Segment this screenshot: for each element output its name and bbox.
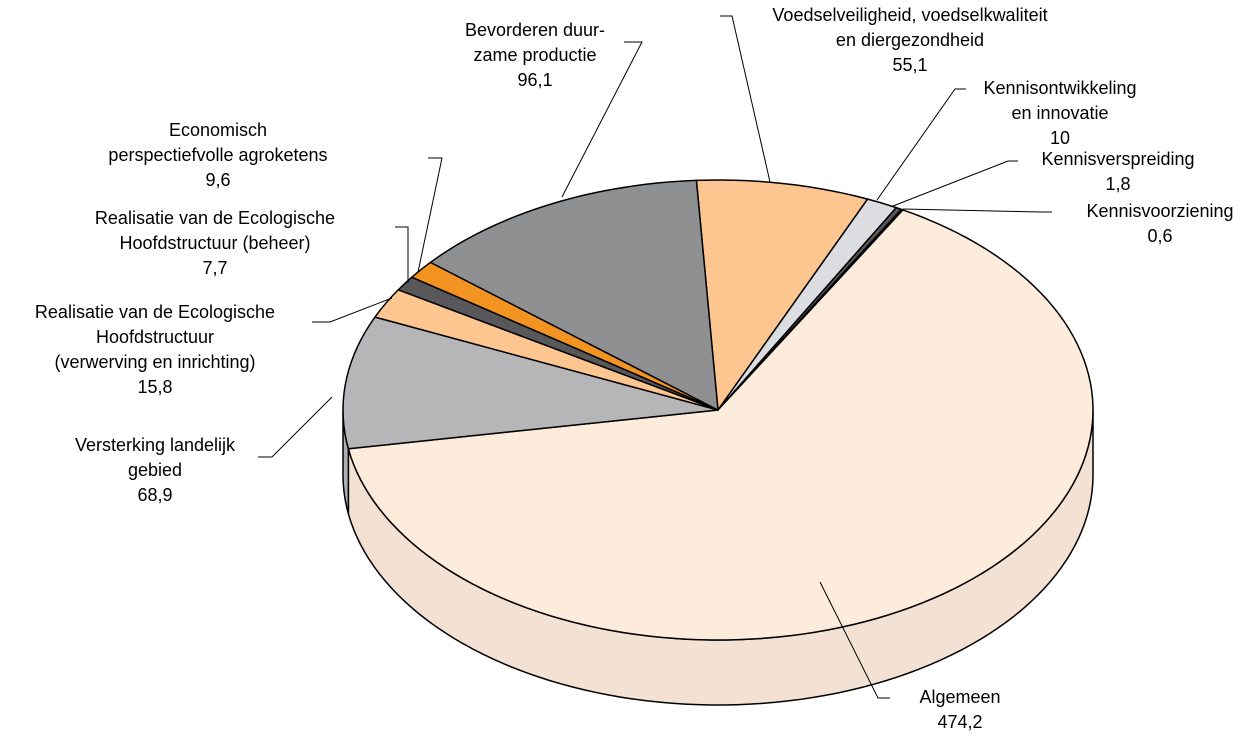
leader-line	[417, 157, 443, 273]
slice-label: Algemeen	[919, 687, 1001, 707]
slice-label: Realisatie van de Ecologische Hoofdstruc…	[94, 208, 336, 253]
slice-value-label: 68,9	[137, 485, 173, 505]
leader-line	[819, 581, 890, 699]
slice-label: Voedselveiligheid, voedselkwaliteit en d…	[772, 5, 1048, 50]
leader-line	[312, 297, 393, 323]
slice-value-label: 10	[1049, 128, 1071, 148]
leader-line	[902, 208, 1052, 213]
slice-value-label: 474,2	[937, 712, 983, 732]
pie-slice	[429, 179, 719, 411]
slice-value-label: 55,1	[892, 55, 928, 75]
leader-line	[720, 15, 771, 183]
pie-slice	[347, 209, 1094, 641]
slice-label: Kennisontwikkeling en innovatie	[983, 78, 1137, 123]
leader-line	[395, 226, 409, 283]
leader-line	[892, 160, 1018, 207]
slice-label: Bevorderen duur- zame productie	[464, 20, 606, 65]
slice-value-label: 96,1	[517, 70, 553, 90]
leader-line	[876, 88, 966, 201]
leader-line	[561, 41, 643, 198]
slice-value-label: 9,6	[205, 170, 231, 190]
slice-value-label: 15,8	[137, 377, 173, 397]
slice-label: Realisatie van de Ecologische Hoofdstruc…	[34, 302, 276, 372]
slice-value-label: 1,8	[1105, 174, 1131, 194]
leader-line	[258, 396, 333, 458]
slice-value-label: 0,6	[1147, 226, 1173, 246]
slice-label: Economisch perspectiefvolle agroketens	[108, 120, 328, 165]
pie-slice	[342, 316, 719, 450]
pie-slice	[695, 179, 869, 411]
slice-label: Kennisvoorziening	[1086, 201, 1234, 221]
slice-label: Versterking landelijk gebied	[74, 435, 236, 480]
slice-value-label: 7,7	[202, 258, 228, 278]
slice-label: Kennisverspreiding	[1041, 149, 1195, 169]
